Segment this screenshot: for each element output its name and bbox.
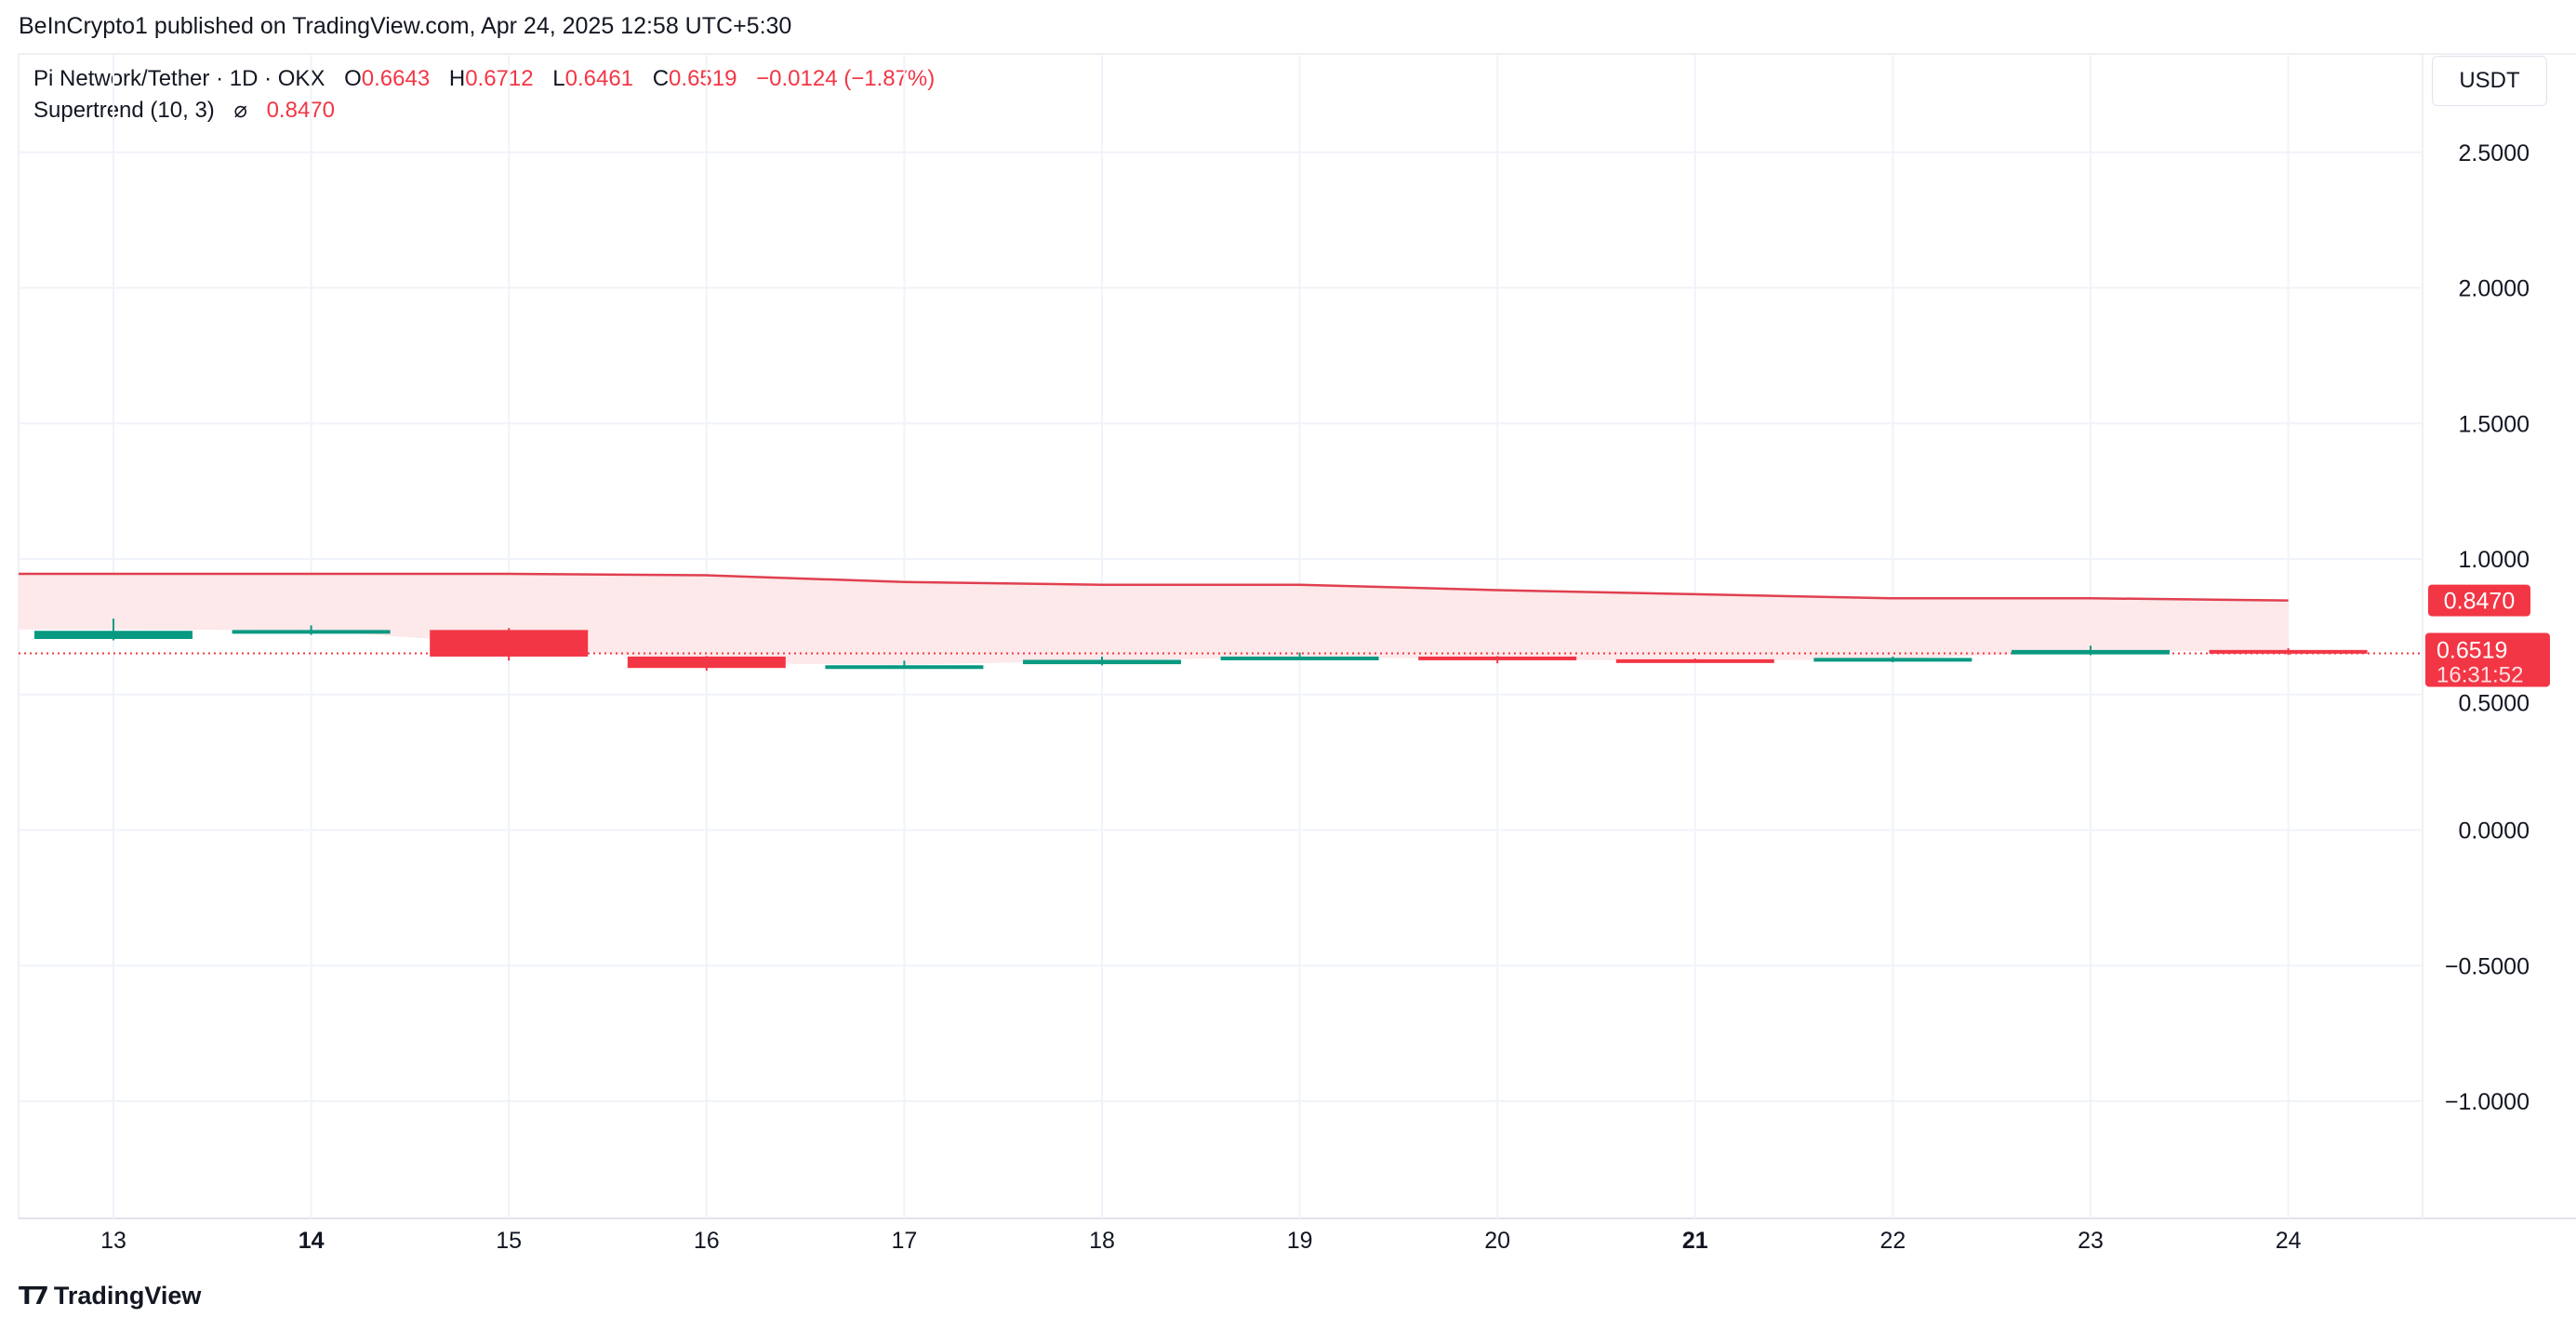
y-tick-label: 2.5000: [2459, 140, 2530, 166]
x-tick-label: 20: [1484, 1228, 1510, 1254]
y-tick-label: 1.5000: [2459, 411, 2530, 437]
last-price-label: 0.6519: [2437, 637, 2507, 663]
high-label: H: [448, 66, 466, 91]
last-price-badge: [2425, 632, 2550, 687]
candle-body: [1220, 656, 1379, 660]
ohlc-row: Pi Network/Tether · 1D · OKX O0.6643 H0.…: [33, 63, 935, 95]
hidden-eye-icon[interactable]: ⌀: [233, 98, 247, 123]
brand-name: TradingView: [53, 1282, 202, 1310]
x-tick-label: 19: [1287, 1228, 1313, 1254]
candle-body: [627, 656, 786, 669]
candle-body: [430, 630, 589, 657]
low-label: L: [552, 66, 565, 91]
close-value: 0.6519: [669, 66, 737, 91]
y-tick-label: 0.0000: [2459, 818, 2530, 845]
supertrend-fill: [19, 574, 2289, 665]
open-label: O: [344, 66, 362, 91]
y-tick-label: 0.5000: [2459, 690, 2530, 716]
legend: Pi Network/Tether · 1D · OKX O0.6643 H0.…: [33, 63, 935, 126]
candle-body: [1615, 658, 1774, 663]
supertrend-price-badge: [2428, 584, 2530, 617]
x-tick-label: 14: [299, 1228, 325, 1254]
y-tick-label: −0.5000: [2445, 953, 2530, 979]
supertrend-price-label: 0.8470: [2444, 589, 2515, 615]
indicator-value: 0.8470: [266, 98, 335, 123]
low-value: 0.6461: [564, 66, 634, 91]
publish-info: BeInCrypto1 published on TradingView.com…: [19, 13, 792, 39]
x-tick-label: 15: [496, 1228, 522, 1254]
candle-body: [825, 665, 984, 670]
candle-body: [2209, 649, 2368, 654]
tradingview-logo[interactable]: 𝗧𝟳 TradingView: [19, 1282, 201, 1310]
y-tick-label: 2.0000: [2459, 276, 2530, 302]
tradingview-logo-icon: 𝗧𝟳: [19, 1282, 49, 1310]
bar-countdown: 16:31:52: [2437, 662, 2523, 687]
candle-body: [34, 631, 193, 639]
close-label: C: [652, 66, 670, 91]
candle-body: [232, 630, 391, 634]
x-tick-label: 23: [2078, 1228, 2104, 1254]
supertrend-line: [19, 572, 2289, 602]
x-tick-label: 13: [100, 1228, 126, 1254]
x-tick-label: 21: [1682, 1228, 1708, 1254]
open-value: 0.6643: [361, 66, 431, 91]
high-value: 0.6712: [465, 66, 534, 91]
candle-body: [1023, 659, 1181, 665]
x-tick-label: 24: [2276, 1228, 2302, 1254]
candle-body: [2012, 649, 2170, 655]
indicator-row: Supertrend (10, 3) ⌀ 0.8470: [33, 95, 935, 126]
y-tick-label: 1.0000: [2459, 547, 2530, 573]
x-tick-label: 17: [891, 1228, 917, 1254]
indicator-name[interactable]: Supertrend (10, 3): [33, 98, 215, 123]
candle-body: [1813, 658, 1972, 662]
x-tick-label: 18: [1089, 1228, 1115, 1254]
currency-button[interactable]: USDT: [2432, 56, 2547, 106]
x-tick-label: 16: [694, 1228, 720, 1254]
y-tick-label: −1.0000: [2445, 1089, 2530, 1115]
candle-body: [1418, 656, 1577, 660]
symbol-title[interactable]: Pi Network/Tether · 1D · OKX: [33, 66, 325, 91]
x-tick-label: 22: [1879, 1228, 1905, 1254]
